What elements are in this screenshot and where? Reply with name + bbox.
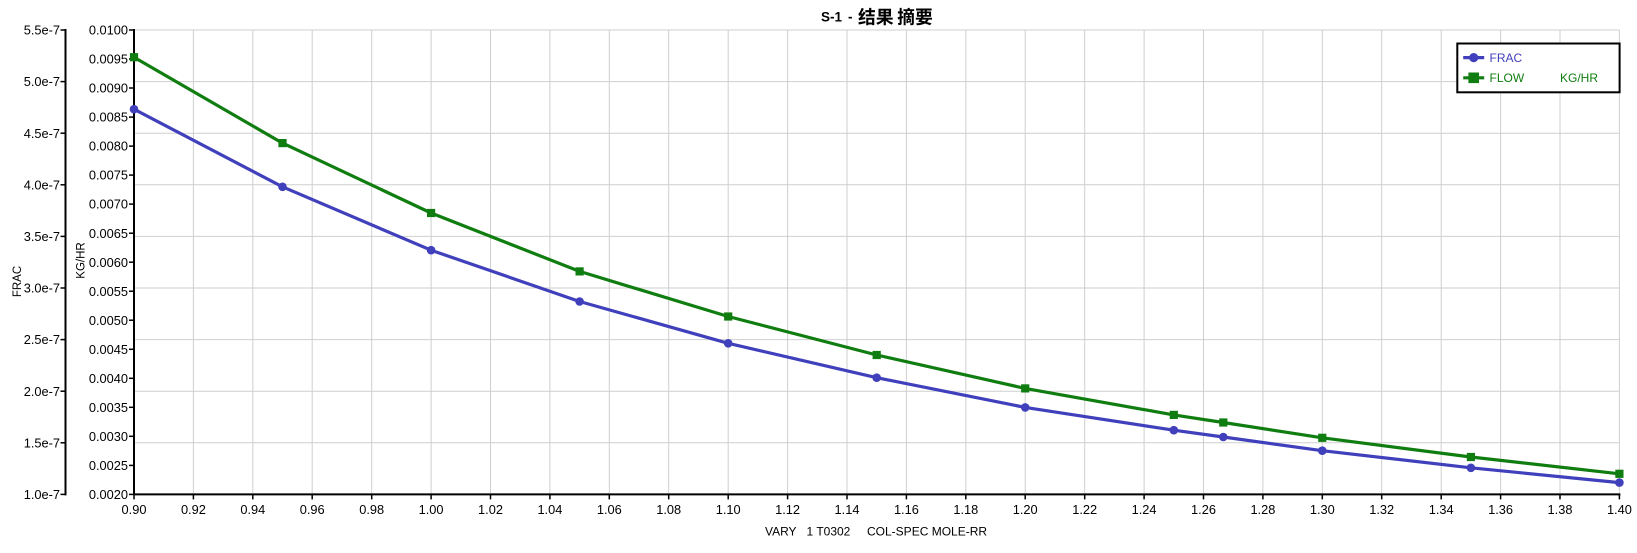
svg-text:4.5e-7: 4.5e-7: [24, 126, 60, 141]
svg-text:1.08: 1.08: [656, 502, 681, 517]
svg-text:0.0050: 0.0050: [89, 313, 128, 328]
svg-text:0.0020: 0.0020: [89, 487, 128, 502]
svg-text:1.16: 1.16: [894, 502, 919, 517]
svg-text:1.10: 1.10: [716, 502, 741, 517]
svg-text:1.32: 1.32: [1369, 502, 1394, 517]
svg-text:0.0090: 0.0090: [89, 81, 128, 96]
svg-text:0.0055: 0.0055: [89, 284, 128, 299]
svg-text:5.5e-7: 5.5e-7: [24, 23, 60, 38]
svg-text:1.36: 1.36: [1488, 502, 1513, 517]
svg-text:0.0070: 0.0070: [89, 197, 128, 212]
svg-text:0.0075: 0.0075: [89, 168, 128, 183]
svg-text:3.5e-7: 3.5e-7: [24, 229, 60, 244]
svg-text:0.0100: 0.0100: [89, 23, 128, 38]
svg-text:1.04: 1.04: [537, 502, 562, 517]
svg-text:3.0e-7: 3.0e-7: [24, 281, 60, 296]
svg-text:FRAC: FRAC: [12, 266, 24, 297]
svg-text:1.06: 1.06: [597, 502, 622, 517]
svg-text:0.92: 0.92: [181, 502, 206, 517]
svg-text:0.0030: 0.0030: [89, 429, 128, 444]
svg-text:1.38: 1.38: [1548, 502, 1573, 517]
svg-text:1.40: 1.40: [1607, 502, 1632, 517]
svg-text:0.0045: 0.0045: [89, 342, 128, 357]
svg-text:FLOW: FLOW: [1490, 71, 1525, 85]
svg-text:1.28: 1.28: [1250, 502, 1275, 517]
svg-text:1.12: 1.12: [775, 502, 800, 517]
svg-text:0.0095: 0.0095: [89, 52, 128, 67]
svg-text:5.0e-7: 5.0e-7: [24, 74, 60, 89]
svg-text:1.22: 1.22: [1072, 502, 1097, 517]
svg-text:0.0065: 0.0065: [89, 226, 128, 241]
svg-text:0.0080: 0.0080: [89, 139, 128, 154]
svg-text:1.30: 1.30: [1310, 502, 1335, 517]
svg-text:1.18: 1.18: [953, 502, 978, 517]
svg-text:1.0e-7: 1.0e-7: [24, 487, 60, 502]
svg-text:1.20: 1.20: [1013, 502, 1038, 517]
svg-text:FRAC: FRAC: [1490, 51, 1523, 65]
svg-text:1.00: 1.00: [419, 502, 444, 517]
svg-text:1.14: 1.14: [835, 502, 860, 517]
svg-text:0.0085: 0.0085: [89, 110, 128, 125]
svg-text:4.0e-7: 4.0e-7: [24, 177, 60, 192]
svg-text:KG/HR: KG/HR: [1560, 71, 1598, 85]
svg-text:S-1: S-1: [821, 10, 843, 25]
svg-text:0.94: 0.94: [240, 502, 265, 517]
svg-text:0.0035: 0.0035: [89, 400, 128, 415]
svg-text:KG/HR: KG/HR: [76, 242, 88, 278]
svg-text:2.0e-7: 2.0e-7: [24, 384, 60, 399]
svg-text:0.0040: 0.0040: [89, 371, 128, 386]
svg-text:0.0025: 0.0025: [89, 458, 128, 473]
svg-text:1.02: 1.02: [478, 502, 503, 517]
svg-text:1.5e-7: 1.5e-7: [24, 435, 60, 450]
svg-text:0.98: 0.98: [359, 502, 384, 517]
svg-text:0.90: 0.90: [122, 502, 147, 517]
svg-text:1.34: 1.34: [1429, 502, 1454, 517]
svg-text:0.96: 0.96: [300, 502, 325, 517]
svg-text:0.0060: 0.0060: [89, 255, 128, 270]
svg-text:2.5e-7: 2.5e-7: [24, 332, 60, 347]
svg-text:1.26: 1.26: [1191, 502, 1216, 517]
svg-text:1.24: 1.24: [1132, 502, 1157, 517]
svg-text:VARY 1 T0302 COL-SPEC MO: VARY 1 T0302 COL-SPEC MOLE-RR: [765, 525, 987, 539]
svg-text:-: -: [848, 10, 853, 25]
